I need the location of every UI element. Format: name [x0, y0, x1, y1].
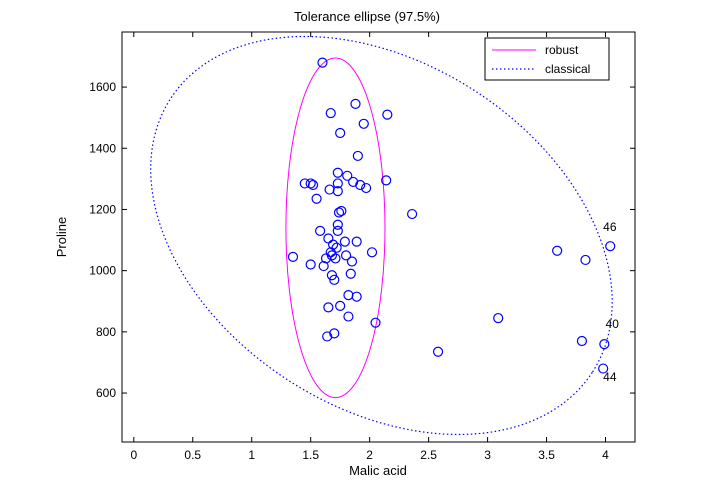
data-point: [340, 250, 352, 261]
legend-robust-label: robust: [545, 43, 579, 57]
annotations-layer: 46 40 44: [603, 220, 619, 384]
data-point: [350, 98, 361, 110]
data-point: [332, 219, 343, 230]
data-point: [339, 236, 350, 247]
data-point: [598, 363, 609, 374]
data-point: [336, 205, 347, 217]
data-point: [605, 241, 616, 252]
y-tick-label: 800: [96, 325, 116, 339]
data-point: [345, 268, 356, 279]
data-point: [332, 225, 343, 236]
data-point: [370, 317, 381, 328]
data-point: [358, 118, 369, 129]
data-point: [335, 300, 346, 311]
x-tick-label: 1: [248, 448, 255, 462]
data-point: [355, 179, 366, 191]
point-label: 44: [603, 370, 617, 384]
data-point: [346, 256, 358, 267]
plot-area: [121, 31, 636, 443]
x-tick-label: 3: [484, 448, 491, 462]
data-point: [318, 260, 329, 272]
legend-classical-label: classical: [545, 62, 590, 76]
x-tick-label: 4: [602, 448, 609, 462]
point-label: 40: [606, 317, 620, 331]
x-tick-label: 0: [130, 448, 137, 462]
data-point: [361, 182, 372, 194]
y-tick-label: 1600: [89, 80, 116, 94]
x-axis: 0 0.5 1 1.5 2 2.5 3 3.5 4: [130, 32, 609, 462]
data-point: [351, 291, 362, 302]
data-point: [366, 247, 378, 258]
data-point: [332, 186, 343, 197]
x-axis-label: Malic acid: [349, 463, 407, 478]
data-point: [332, 178, 343, 189]
data-point: [329, 274, 340, 285]
data-point: [315, 225, 326, 236]
data-point: [580, 254, 591, 266]
data-point: [552, 245, 563, 256]
data-point: [327, 239, 339, 250]
data-point: [323, 302, 334, 313]
x-tick-label: 3.5: [538, 448, 555, 462]
data-point: [333, 207, 345, 218]
legend-box: [484, 37, 610, 81]
data-point: [326, 250, 338, 261]
y-axis-label: Proline: [54, 217, 69, 257]
data-point: [311, 193, 322, 204]
legend: robust classical: [484, 37, 610, 81]
data-point: [343, 311, 354, 322]
data-point: [382, 109, 393, 120]
data-point: [287, 251, 299, 262]
data-point: [305, 259, 316, 270]
y-tick-label: 1200: [89, 202, 116, 216]
chart-title: Tolerance ellipse (97.5%): [294, 9, 440, 24]
data-point: [320, 253, 332, 264]
data-point: [351, 236, 362, 247]
x-tick-label: 2: [366, 448, 373, 462]
classical-ellipse: [150, 35, 613, 436]
y-axis: 600 800 1000 1200 1400 1600: [89, 80, 635, 400]
data-point: [335, 127, 346, 139]
data-point: [576, 335, 588, 347]
data-point: [407, 208, 418, 220]
data-point: [317, 57, 328, 68]
data-point: [329, 328, 340, 339]
data-point: [493, 312, 504, 324]
data-point: [348, 176, 359, 188]
x-tick-label: 2.5: [420, 448, 437, 462]
data-point: [342, 170, 353, 181]
data-point: [307, 179, 319, 191]
data-point: [599, 338, 610, 350]
point-label: 46: [603, 220, 617, 234]
x-tick-label: 0.5: [184, 448, 201, 462]
y-tick-label: 1000: [89, 264, 116, 278]
data-point: [381, 175, 392, 186]
x-tick-label: 1.5: [302, 448, 319, 462]
points-layer: [287, 57, 616, 374]
data-point: [305, 178, 316, 189]
data-point: [432, 346, 444, 357]
data-point: [322, 331, 333, 342]
robust-ellipse: [285, 57, 386, 399]
ellipse-layer: [150, 35, 613, 436]
y-tick-label: 600: [96, 386, 116, 400]
data-point: [352, 150, 363, 162]
data-point: [325, 107, 336, 119]
y-tick-label: 1400: [89, 141, 116, 155]
data-point: [332, 167, 343, 178]
